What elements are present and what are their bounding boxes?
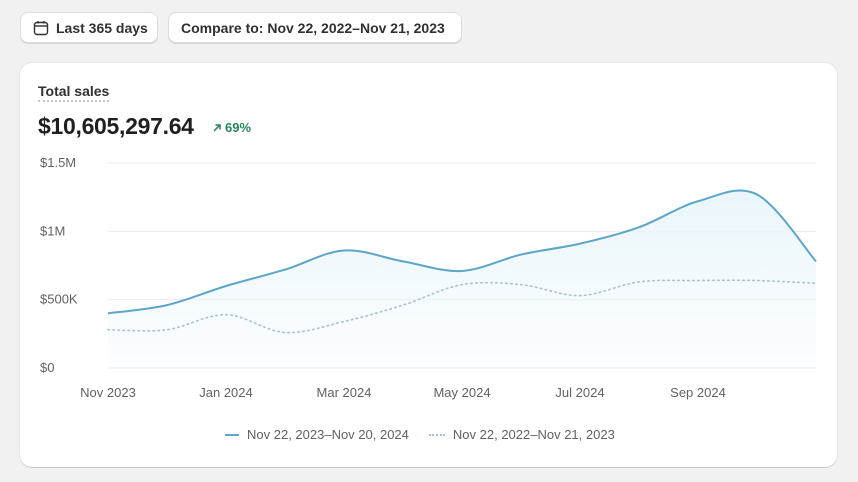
legend-item-previous[interactable]: Nov 22, 2022–Nov 21, 2023	[428, 427, 615, 442]
change-badge: 69%	[212, 120, 251, 135]
legend-swatch-previous	[428, 433, 445, 436]
arrow-up-right-icon	[213, 123, 221, 132]
compare-range-label: Compare to: Nov 22, 2022–Nov 21, 2023	[181, 19, 445, 36]
legend-label-current: Nov 22, 2023–Nov 20, 2024	[247, 427, 409, 442]
total-sales-card: Total sales $10,605,297.64 69%	[20, 63, 837, 467]
calendar-icon	[33, 20, 49, 36]
card-title[interactable]: Total sales	[38, 83, 110, 102]
chart-legend: Nov 22, 2023–Nov 20, 2024 Nov 22, 2022–N…	[225, 427, 615, 442]
compare-range-button[interactable]: Compare to: Nov 22, 2022–Nov 21, 2023	[168, 12, 462, 43]
legend-label-previous: Nov 22, 2022–Nov 21, 2023	[452, 427, 615, 442]
total-sales-value: $10,605,297.64	[38, 113, 194, 139]
date-range-label: Last 365 days	[56, 19, 148, 36]
change-value: 69%	[225, 120, 252, 135]
legend-swatch-current	[225, 433, 239, 436]
legend-item-current[interactable]: Nov 22, 2023–Nov 20, 2024	[225, 427, 409, 442]
date-range-button[interactable]: Last 365 days	[20, 12, 158, 43]
